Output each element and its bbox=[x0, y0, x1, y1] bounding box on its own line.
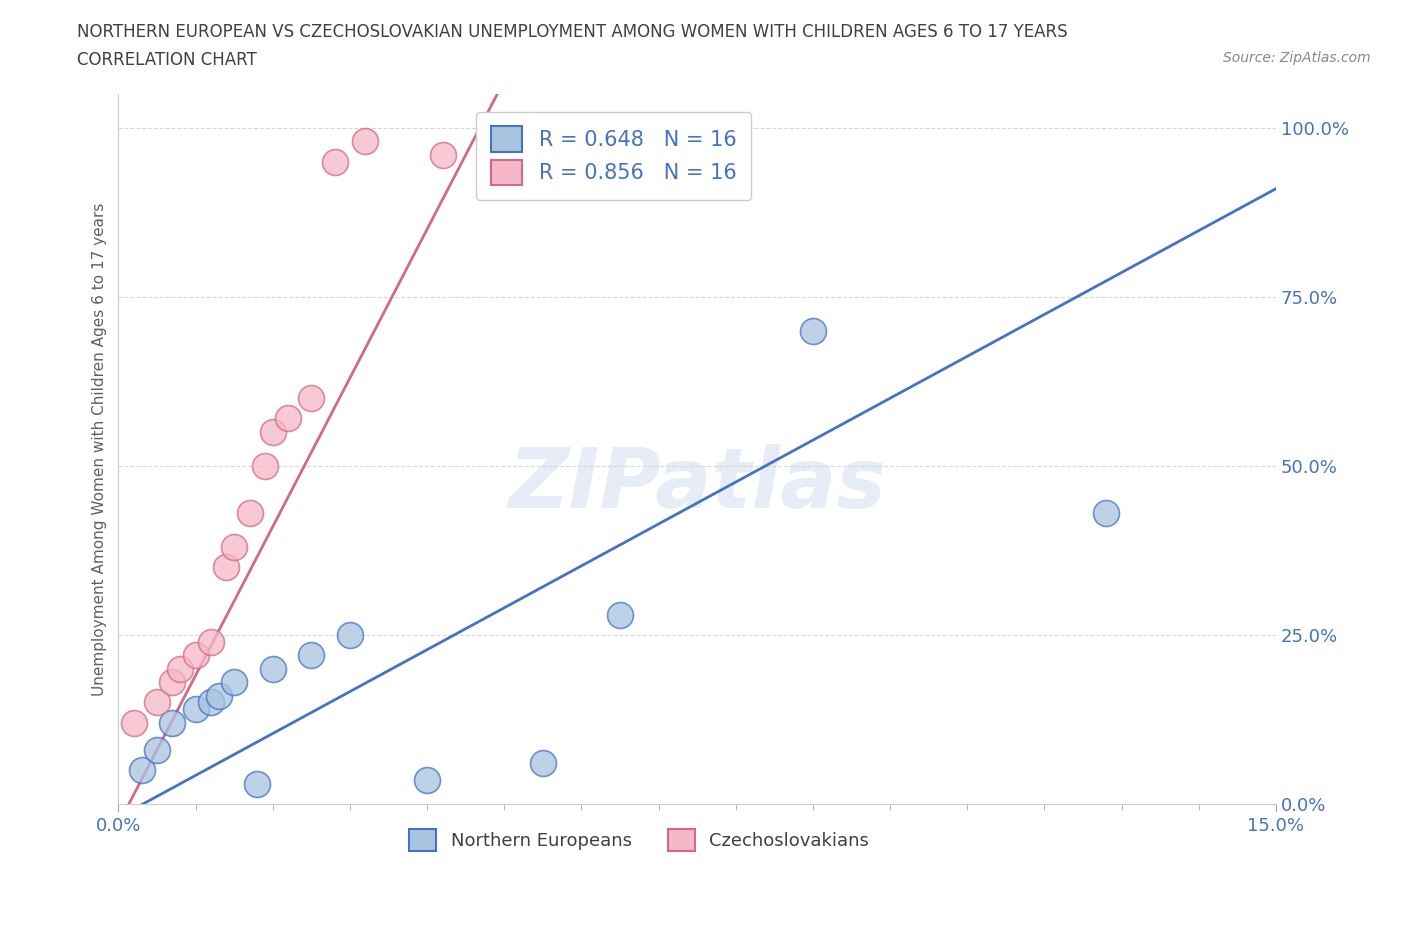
Y-axis label: Unemployment Among Women with Children Ages 6 to 17 years: Unemployment Among Women with Children A… bbox=[93, 202, 107, 696]
Point bbox=[262, 425, 284, 440]
Point bbox=[299, 647, 322, 662]
Text: ZIPatlas: ZIPatlas bbox=[508, 444, 886, 525]
Point bbox=[200, 634, 222, 649]
Legend: Northern Europeans, Czechoslovakians: Northern Europeans, Czechoslovakians bbox=[402, 822, 876, 858]
Text: CORRELATION CHART: CORRELATION CHART bbox=[77, 51, 257, 69]
Point bbox=[131, 763, 153, 777]
Point bbox=[224, 674, 246, 689]
Point bbox=[277, 411, 299, 426]
Text: NORTHERN EUROPEAN VS CZECHOSLOVAKIAN UNEMPLOYMENT AMONG WOMEN WITH CHILDREN AGES: NORTHERN EUROPEAN VS CZECHOSLOVAKIAN UNE… bbox=[77, 23, 1069, 41]
Point bbox=[531, 756, 554, 771]
Point bbox=[339, 628, 361, 643]
Point bbox=[184, 647, 207, 662]
Point bbox=[262, 661, 284, 676]
Point bbox=[215, 560, 238, 575]
Point bbox=[184, 702, 207, 717]
Point bbox=[801, 324, 824, 339]
Point bbox=[609, 607, 631, 622]
Text: Source: ZipAtlas.com: Source: ZipAtlas.com bbox=[1223, 51, 1371, 65]
Point bbox=[162, 715, 184, 730]
Point bbox=[416, 773, 439, 788]
Point bbox=[146, 742, 169, 757]
Point bbox=[122, 715, 145, 730]
Point bbox=[432, 148, 454, 163]
Point bbox=[1095, 506, 1118, 521]
Point bbox=[246, 776, 269, 790]
Point bbox=[146, 695, 169, 710]
Point bbox=[169, 661, 191, 676]
Point bbox=[323, 154, 346, 169]
Point bbox=[254, 458, 277, 473]
Point bbox=[224, 539, 246, 554]
Point bbox=[239, 506, 262, 521]
Point bbox=[200, 695, 222, 710]
Point bbox=[208, 688, 231, 703]
Point bbox=[162, 674, 184, 689]
Point bbox=[299, 391, 322, 405]
Point bbox=[354, 134, 377, 149]
